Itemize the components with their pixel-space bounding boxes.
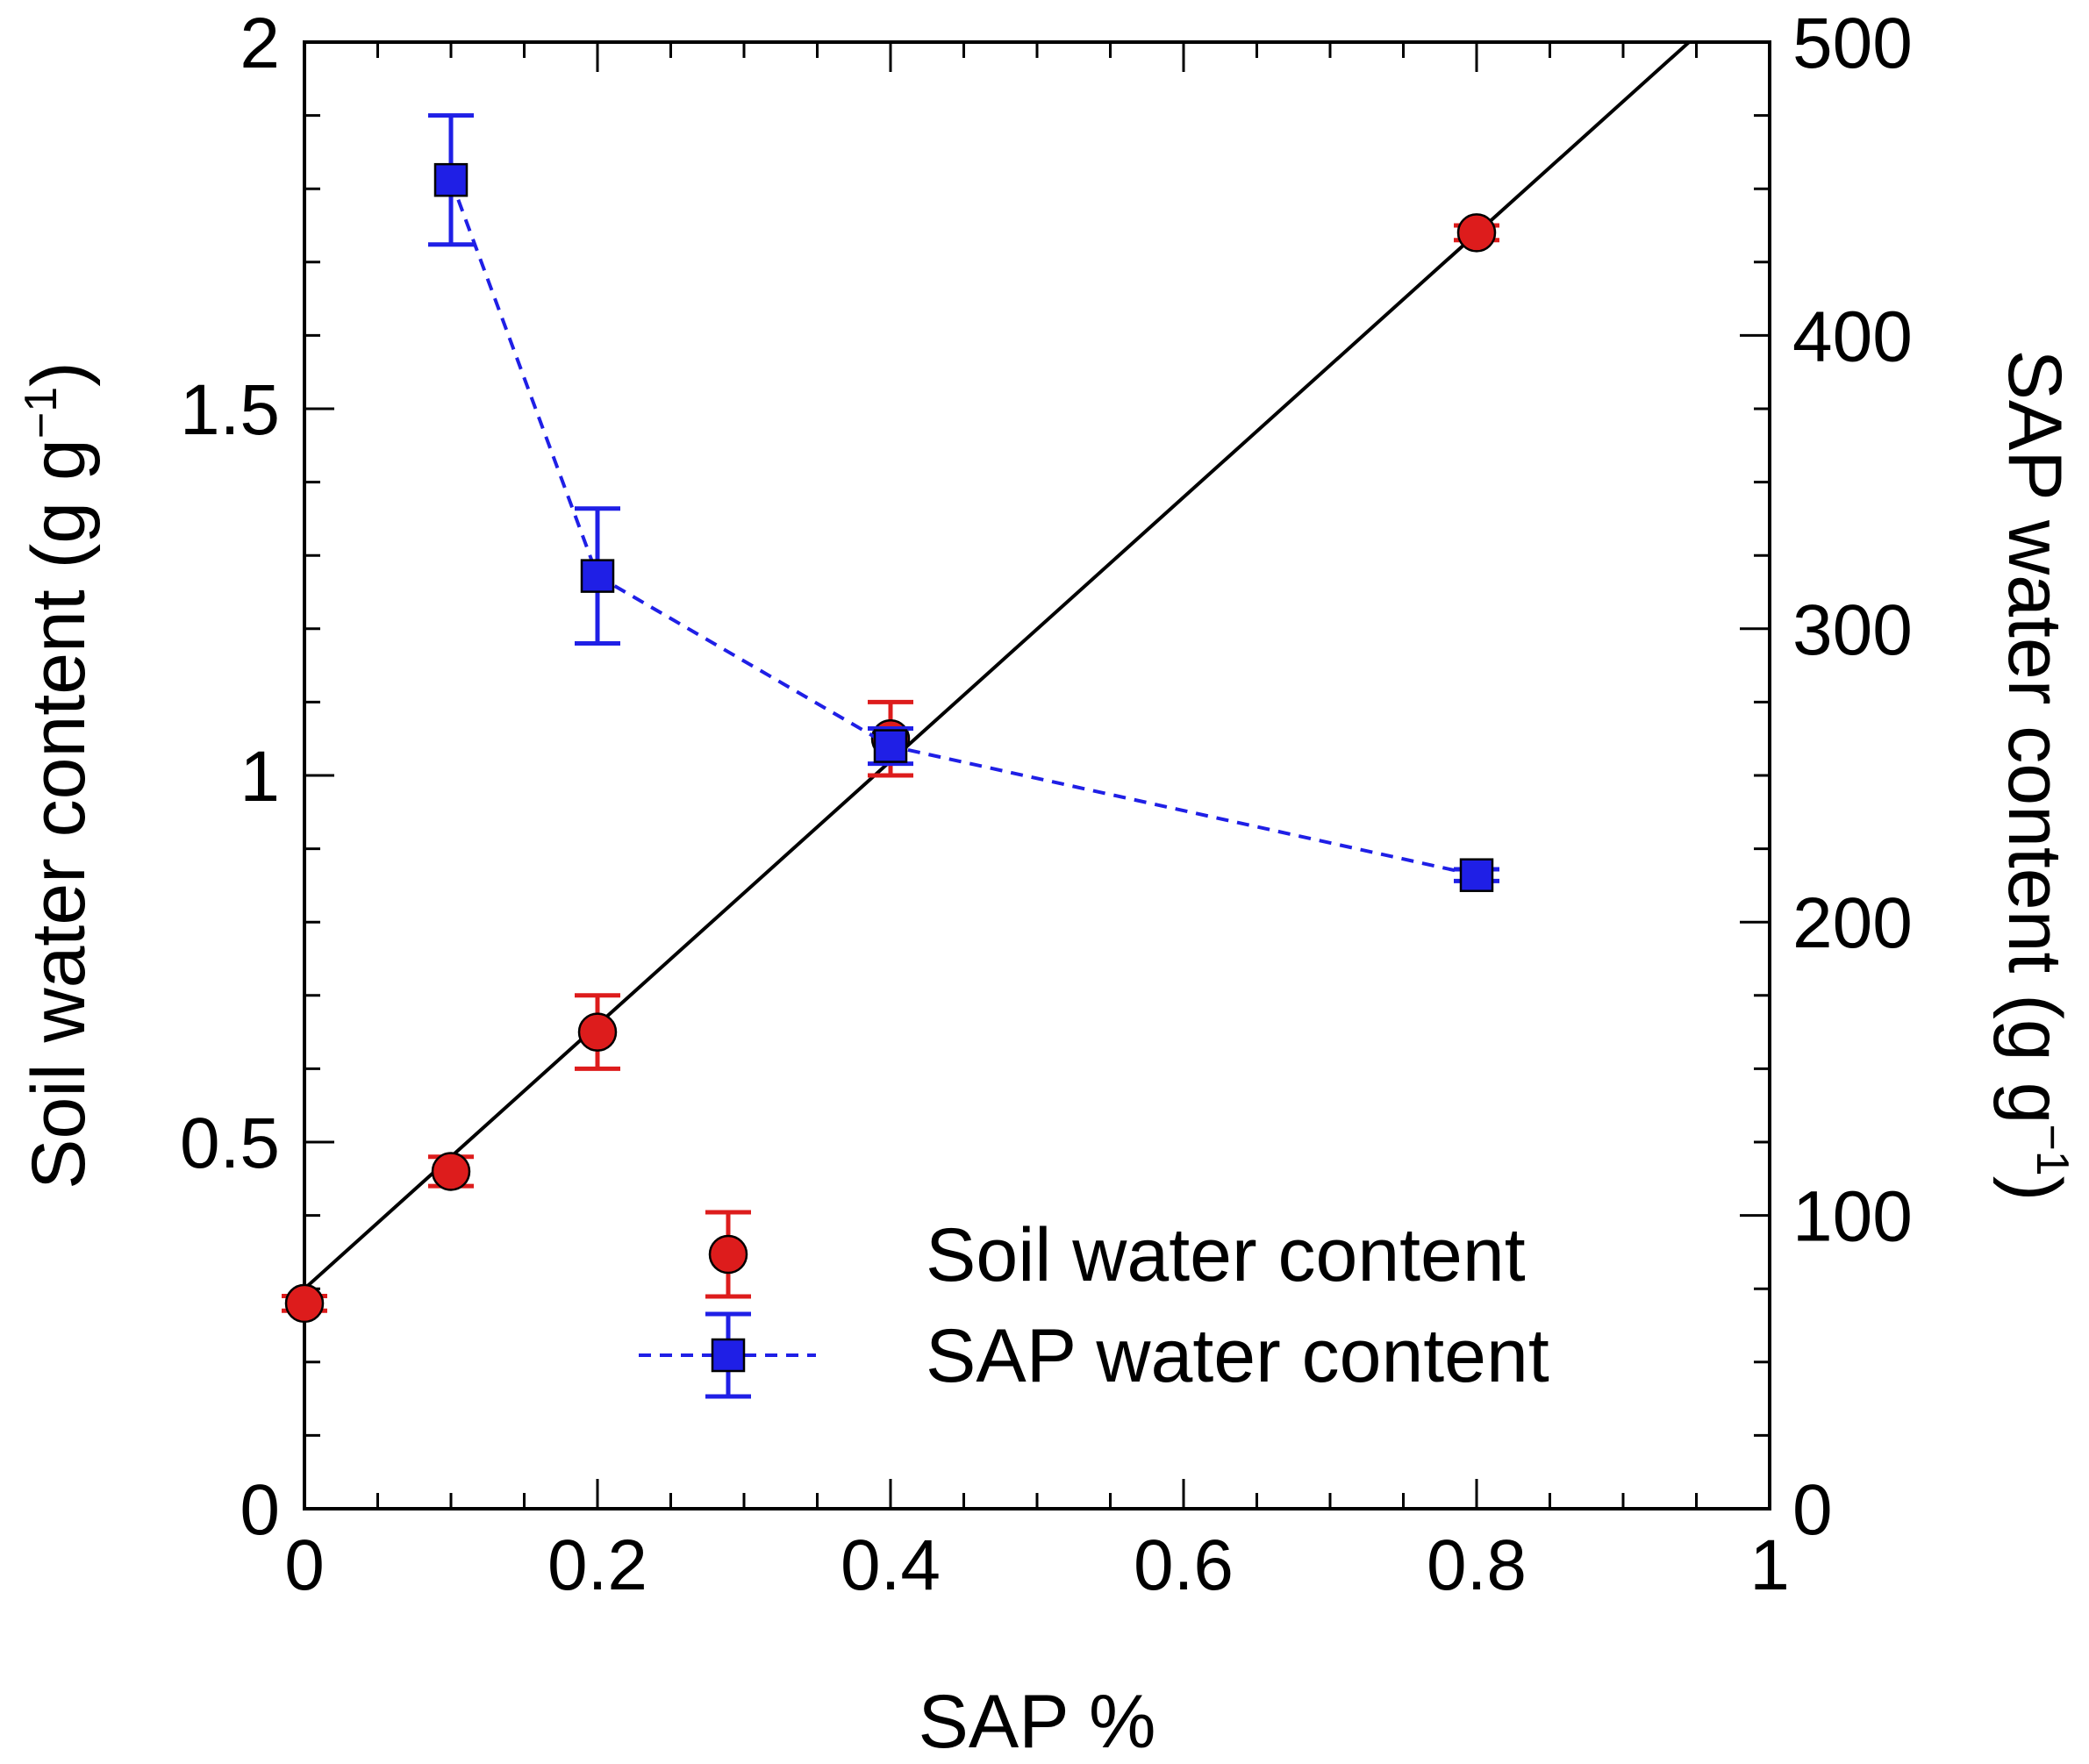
- y-left-tick-label: 1: [240, 737, 280, 817]
- x-tick-label: 0.4: [841, 1525, 941, 1605]
- minor-ticks: [304, 42, 1770, 1509]
- y-right-axis-title-text: SAP water content (g g: [1992, 350, 2077, 1125]
- soil-circle-marker: [431, 1152, 471, 1191]
- legend-soil-marker: [705, 1210, 751, 1299]
- legend-sap-square: [711, 1338, 746, 1373]
- y-right-tick-label: 400: [1792, 296, 1913, 376]
- y-right-axis-title: SAP water content (g g−1): [1992, 350, 2078, 1202]
- sap-square-marker: [1459, 858, 1494, 892]
- x-tick-label: 0.8: [1427, 1525, 1527, 1605]
- fit-line: [303, 40, 1691, 1290]
- y-left-axis-title-text: Soil water content (g g: [17, 439, 101, 1189]
- y-left-axis-title-close: ): [17, 361, 101, 387]
- x-tick-label: 1: [1749, 1525, 1790, 1605]
- legend-soil-circle: [708, 1234, 748, 1275]
- y-right-tick-label: 0: [1792, 1470, 1833, 1550]
- fit-line-group: [303, 40, 1691, 1290]
- legend: Soil water content SAP water content: [639, 1210, 1549, 1399]
- series-group: [282, 113, 1499, 1324]
- y-right-tick-label: 300: [1792, 590, 1913, 670]
- y-right-axis-title-close: ): [1992, 1176, 2077, 1202]
- soil-water-series: [282, 213, 1499, 1324]
- legend-sap-marker: [639, 1311, 816, 1399]
- y-right-axis-title-sup: −1: [2027, 1124, 2078, 1175]
- soil-circle-marker: [284, 1283, 325, 1324]
- x-tick-label: 0.2: [547, 1525, 647, 1605]
- soil-circle-marker: [577, 1012, 618, 1052]
- y-left-tick-label: 0.5: [180, 1103, 280, 1183]
- plot-frame: [303, 40, 1771, 1510]
- x-tick-label: 0.6: [1134, 1525, 1234, 1605]
- y-left-axis-title-sup: −1: [16, 387, 67, 439]
- sap-square-marker: [873, 729, 908, 763]
- y-right-tick-label: 500: [1792, 4, 1913, 83]
- x-axis-title: SAP %: [919, 1680, 1156, 1764]
- sap-square-marker: [433, 162, 469, 197]
- y-left-axis-title: Soil water content (g g−1): [16, 361, 101, 1189]
- sap-water-series: [428, 113, 1499, 892]
- sap-square-marker: [580, 559, 615, 593]
- legend-soil-label: Soil water content: [926, 1213, 1526, 1297]
- legend-sap-label: SAP water content: [926, 1314, 1549, 1398]
- sap-dashed-line: [449, 179, 1477, 877]
- x-tick-label: 0: [284, 1525, 325, 1605]
- y-right-tick-label: 100: [1792, 1177, 1913, 1257]
- y-left-tick-label: 2: [240, 4, 280, 83]
- y-right-tick-label: 200: [1792, 883, 1913, 963]
- soil-circle-marker: [1456, 213, 1497, 253]
- y-left-tick-label: 0: [240, 1470, 280, 1550]
- y-left-tick-label: 1.5: [180, 370, 280, 450]
